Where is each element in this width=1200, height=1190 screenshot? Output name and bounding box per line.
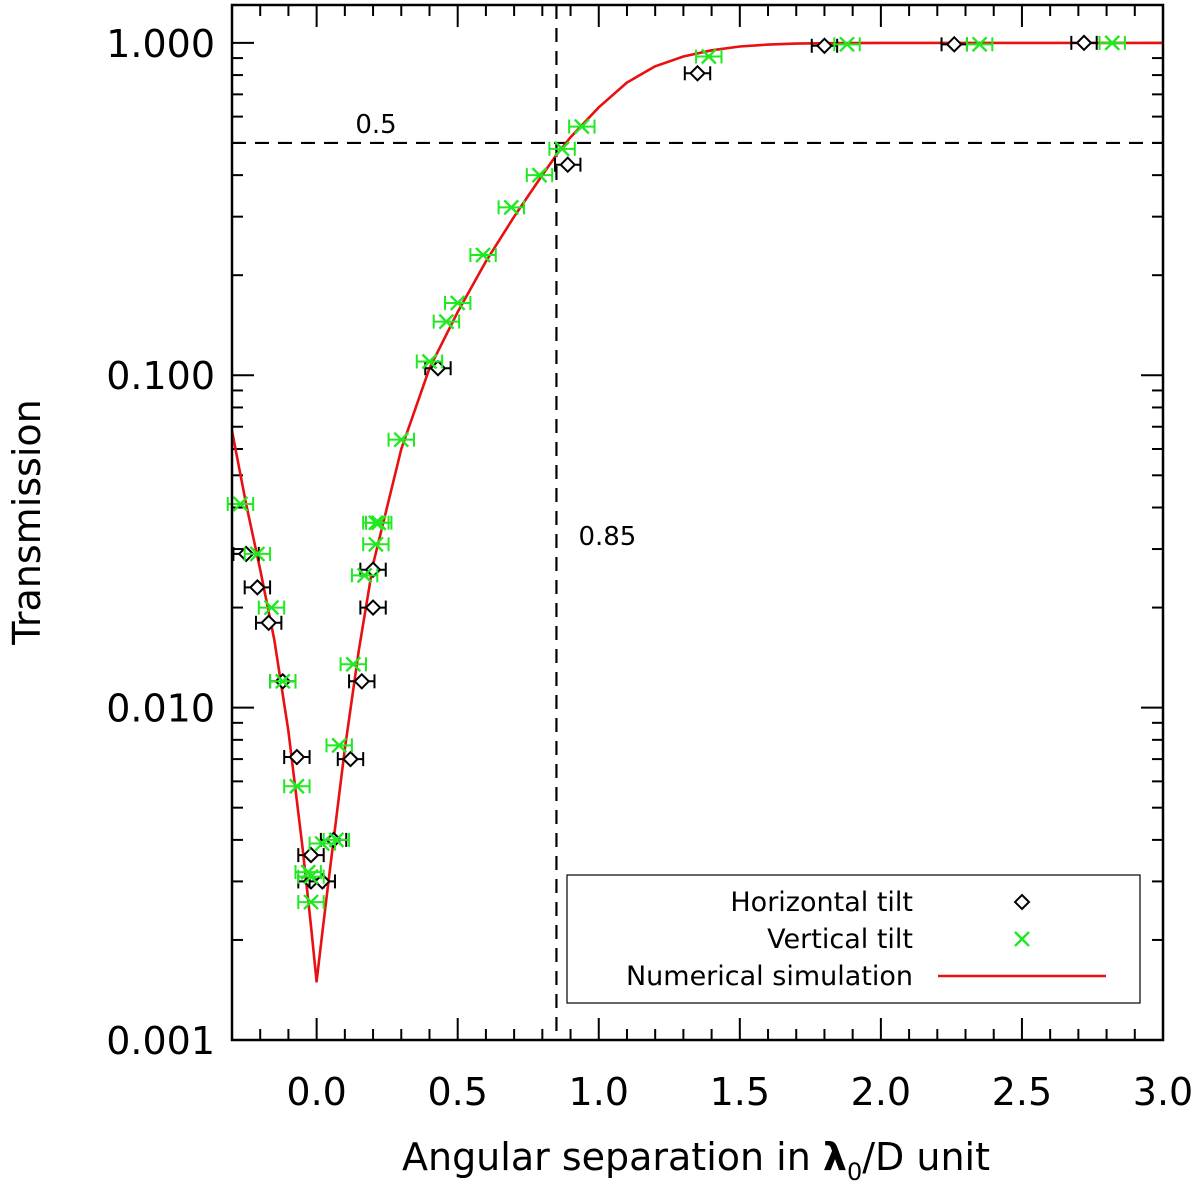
horizontal-tilt-point <box>313 873 331 890</box>
vertical-tilt-point <box>289 778 305 795</box>
vertical-tilt-point <box>328 832 345 848</box>
x-axis-title-prefix: Angular separation in <box>402 1135 823 1179</box>
x-axis-title-lambda: λ <box>823 1135 847 1179</box>
y-tick-label: 0.010 <box>106 687 215 731</box>
vertical-tilt-point <box>393 431 410 448</box>
horizontal-tilt-point <box>689 64 706 82</box>
horizontal-tilt-point <box>364 599 382 616</box>
vertical-tilt-point <box>356 567 373 584</box>
vertical-tilt-point <box>449 295 466 311</box>
horizontal-tilt-layer <box>232 34 1098 890</box>
y-tick-label: 1.000 <box>106 22 215 66</box>
x-tick-label: 1.5 <box>710 1070 770 1114</box>
horizontal-tilt-point <box>945 35 963 53</box>
vertical-tilt-point <box>368 536 384 553</box>
vertical-tilt-point <box>475 247 491 263</box>
legend-marker-horizontal-tilt <box>1013 893 1031 911</box>
legend-markers <box>938 893 1106 978</box>
vertical-tilt-point <box>503 199 520 216</box>
x-axis-title: Angular separation in λ0/D unit <box>402 1135 990 1186</box>
vertical-tilt-point <box>1104 35 1121 51</box>
vertical-tilt-point <box>531 167 548 183</box>
horizontal-tilt-point <box>353 672 371 690</box>
x-axis-title-suffix: /D unit <box>862 1135 990 1179</box>
vertical-tilt-point <box>263 599 280 616</box>
vertical-tilt-point <box>971 36 988 53</box>
x-tick-label: 0.5 <box>427 1070 487 1114</box>
x-axis-title-subscript: 0 <box>847 1158 862 1186</box>
x-tick-label: 2.5 <box>992 1070 1052 1114</box>
plot-frame <box>230 3 1165 1042</box>
horizontal-tilt-point <box>342 750 359 768</box>
vertical-tilt-point <box>573 118 590 135</box>
vertical-tilt-point <box>421 353 438 370</box>
vertical-tilt-point <box>232 496 249 512</box>
vertical-tilt-point <box>249 546 266 562</box>
horizontal-tilt-point <box>302 846 320 864</box>
vertical-tilt-point <box>839 36 855 53</box>
tick-labels: 0.0 0.5 1.0 1.5 2.0 2.5 3.0 0.001 0.010 0.100 1.00… <box>106 22 1193 1114</box>
horizontal-tilt-point <box>816 37 833 55</box>
reference-lines <box>232 5 1163 1040</box>
x-tick-label: 0.0 <box>286 1070 346 1114</box>
y-axis-title: Transmission <box>5 399 49 645</box>
x-tick-label: 3.0 <box>1133 1070 1193 1114</box>
vertical-tilt-point <box>331 737 348 754</box>
vertical-tilt-point <box>370 514 387 531</box>
x-tick-label: 2.0 <box>851 1070 911 1114</box>
reference-label-horizontal: 0.5 <box>355 110 396 140</box>
horizontal-tilt-point <box>559 156 577 174</box>
vertical-tilt-point <box>303 894 319 910</box>
legend-label-numerical-simulation: Numerical simulation <box>626 961 913 992</box>
legend-label-vertical-tilt: Vertical tilt <box>767 924 913 955</box>
vertical-tilt-point <box>700 48 717 65</box>
horizontal-tilt-point <box>1075 34 1093 52</box>
reference-label-vertical: 0.85 <box>578 522 636 552</box>
legend-box <box>566 874 1141 1004</box>
horizontal-tilt-point <box>288 748 306 766</box>
vertical-tilt-point <box>554 140 570 157</box>
vertical-tilt-layer <box>226 35 1126 910</box>
legend-label-horizontal-tilt: Horizontal tilt <box>730 887 913 918</box>
legend-marker-vertical-tilt <box>1014 931 1030 947</box>
horizontal-tilt-point <box>260 614 278 632</box>
vertical-tilt-point <box>438 313 455 330</box>
vertical-tilt-point <box>274 673 291 690</box>
horizontal-tilt-point <box>248 578 266 596</box>
vertical-tilt-point <box>314 835 331 852</box>
y-tick-label: 0.100 <box>106 354 215 398</box>
y-tick-label: 0.001 <box>106 1019 215 1063</box>
vertical-tilt-point <box>345 656 362 673</box>
vertical-tilt-point <box>303 868 319 885</box>
legend: Horizontal tilt Vertical tilt Numerical … <box>566 874 1141 1004</box>
x-tick-label: 1.0 <box>569 1070 629 1114</box>
